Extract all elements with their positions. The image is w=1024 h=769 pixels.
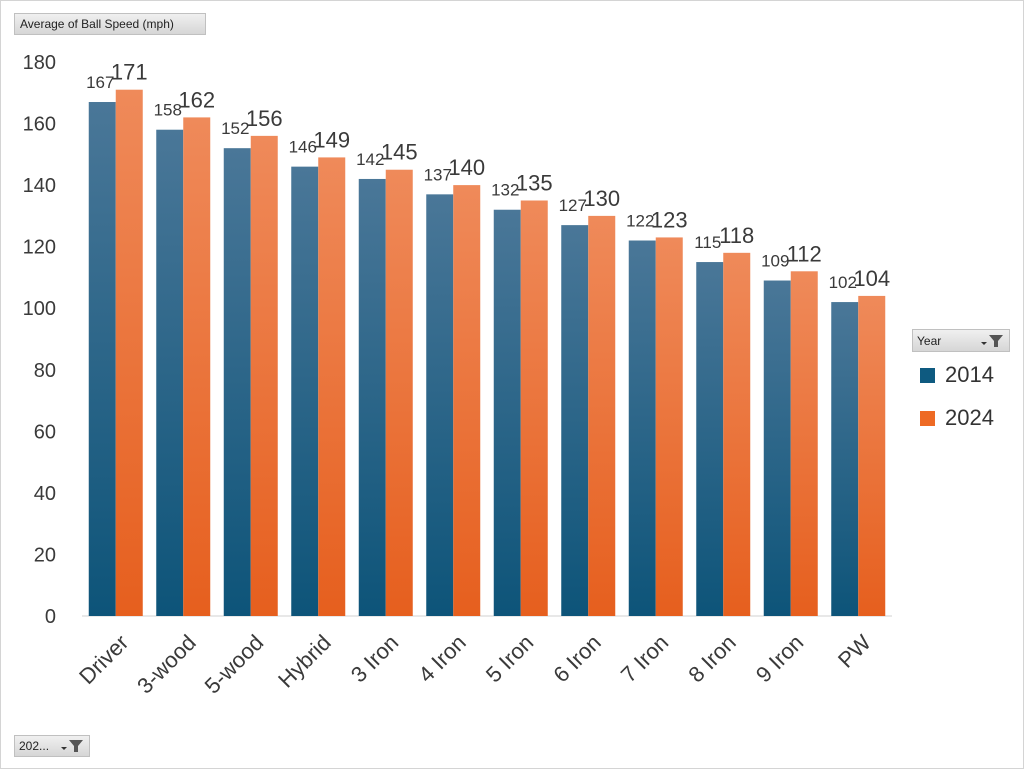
- year-field-label: Year: [917, 333, 942, 348]
- y-axis: 0 20 40 60 80 100 120 140 160 180: [23, 52, 56, 628]
- bar-2014-pw[interactable]: [831, 302, 859, 616]
- data-label-2024: 149: [313, 127, 350, 152]
- x-tick-label: 7 Iron: [616, 630, 673, 687]
- bar-2014-driver[interactable]: [88, 102, 116, 616]
- data-label-2024: 104: [853, 266, 890, 291]
- data-label-2024: 123: [651, 207, 688, 232]
- y-tick-label: 20: [34, 544, 56, 566]
- page-filter-label: 202...: [19, 739, 50, 753]
- bar-2014-3-wood[interactable]: [156, 129, 184, 616]
- data-labels-group: 1671711581621521561461491421451371401321…: [86, 60, 890, 292]
- bar-2024-7-iron[interactable]: [655, 237, 683, 616]
- data-label-2024: 171: [111, 60, 148, 85]
- legend-item-2024: 2024: [920, 405, 994, 431]
- value-field-label: Average of Ball Speed (mph): [20, 17, 174, 31]
- bar-2024-pw[interactable]: [858, 295, 886, 616]
- y-tick-label: 120: [23, 237, 56, 259]
- bar-2014-6-iron[interactable]: [561, 225, 589, 616]
- bar-2024-8-iron[interactable]: [723, 252, 751, 617]
- data-label-2024: 112: [787, 241, 822, 266]
- x-tick-label: Driver: [74, 630, 133, 689]
- y-tick-label: 40: [34, 483, 56, 505]
- page-filter-button[interactable]: 202...: [14, 735, 90, 757]
- x-tick-label: 8 Iron: [683, 630, 740, 687]
- y-tick-label: 80: [34, 360, 56, 382]
- y-tick-label: 180: [23, 52, 56, 74]
- y-tick-label: 160: [23, 114, 56, 136]
- data-label-2024: 118: [719, 223, 754, 248]
- bar-2014-9-iron[interactable]: [763, 280, 791, 616]
- legend-label-2024: 2024: [945, 405, 994, 430]
- bar-2024-5-wood[interactable]: [250, 135, 278, 616]
- data-label-2024: 145: [381, 140, 418, 165]
- legend-item-2014: 2014: [920, 362, 994, 388]
- bar-2024-driver[interactable]: [115, 89, 143, 616]
- bar-2024-hybrid[interactable]: [318, 157, 346, 616]
- filter-funnel-icon[interactable]: [61, 739, 85, 753]
- bars-group: [88, 89, 886, 617]
- legend-swatch-2024: [920, 410, 935, 426]
- bar-2024-4-iron[interactable]: [453, 185, 481, 616]
- data-label-2014: 142: [356, 150, 384, 169]
- x-tick-label: PW: [833, 630, 876, 673]
- x-tick-label: 5-wood: [200, 630, 269, 699]
- y-tick-label: 140: [23, 175, 56, 197]
- bar-2014-8-iron[interactable]: [696, 262, 724, 616]
- data-label-2014: 167: [86, 73, 114, 92]
- data-label-2024: 135: [516, 171, 553, 196]
- data-label-2014: 102: [829, 273, 857, 292]
- data-label-2014: 115: [694, 233, 721, 252]
- data-label-2014: 158: [154, 101, 182, 120]
- data-label-2014: 132: [491, 181, 519, 200]
- data-label-2024: 140: [448, 155, 485, 180]
- data-label-2014: 146: [289, 138, 317, 157]
- data-label-2024: 130: [583, 186, 620, 211]
- bar-2014-3-iron[interactable]: [358, 178, 386, 616]
- x-tick-label: 5 Iron: [481, 630, 538, 687]
- bar-2014-7-iron[interactable]: [628, 240, 656, 616]
- legend-label-2014: 2014: [945, 362, 994, 387]
- bar-2014-5-iron[interactable]: [493, 209, 521, 616]
- data-label-2024: 162: [178, 87, 215, 112]
- data-label-2024: 156: [246, 106, 283, 131]
- y-tick-label: 0: [45, 606, 56, 628]
- data-label-2014: 137: [424, 165, 452, 184]
- bar-2014-5-wood[interactable]: [223, 148, 251, 616]
- x-tick-label: 3-wood: [132, 630, 201, 699]
- bar-2024-9-iron[interactable]: [790, 271, 818, 616]
- bar-2014-hybrid[interactable]: [291, 166, 319, 616]
- bar-2014-4-iron[interactable]: [426, 194, 454, 616]
- bar-2024-3-wood[interactable]: [183, 117, 211, 617]
- filter-funnel-icon[interactable]: [981, 334, 1005, 348]
- value-field-button[interactable]: Average of Ball Speed (mph): [14, 13, 206, 35]
- data-label-2014: 152: [221, 119, 249, 138]
- x-tick-label: 4 Iron: [413, 630, 470, 687]
- bar-2024-5-iron[interactable]: [520, 200, 548, 617]
- x-tick-label: 3 Iron: [346, 630, 403, 687]
- bar-2024-3-iron[interactable]: [385, 169, 413, 616]
- year-legend-field-button[interactable]: Year: [912, 329, 1010, 352]
- data-label-2014: 109: [761, 252, 789, 271]
- bar-2024-6-iron[interactable]: [588, 215, 616, 616]
- x-tick-label: Hybrid: [273, 630, 336, 693]
- data-label-2014: 127: [559, 196, 587, 215]
- legend-swatch-2014: [920, 367, 935, 383]
- x-tick-label: 9 Iron: [751, 630, 808, 687]
- data-label-2014: 122: [626, 212, 654, 231]
- y-tick-label: 60: [34, 421, 56, 443]
- y-tick-label: 100: [23, 298, 56, 320]
- x-tick-label: 6 Iron: [548, 630, 605, 687]
